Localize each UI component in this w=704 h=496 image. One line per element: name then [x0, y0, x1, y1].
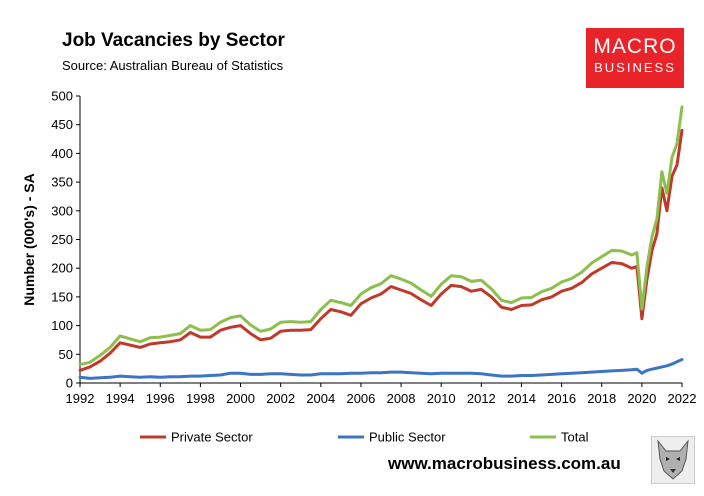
x-tick-label: 1992	[66, 391, 95, 406]
y-tick-label: 500	[51, 89, 73, 104]
y-tick-label: 150	[51, 289, 73, 304]
x-tick-label: 2002	[266, 391, 295, 406]
x-tick-label: 2012	[467, 391, 496, 406]
y-tick-label: 350	[51, 175, 73, 190]
x-tick-label: 2004	[306, 391, 335, 406]
y-axis-title: Number (000's) - SA	[21, 173, 37, 305]
y-tick-label: 200	[51, 261, 73, 276]
logo-line-2: BUSINESS	[594, 60, 676, 75]
series-line-public-sector	[78, 358, 684, 380]
y-tick-label: 300	[51, 203, 73, 218]
x-tick-label: 1998	[186, 391, 215, 406]
x-tick-label: 2000	[226, 391, 255, 406]
y-tick-label: 0	[66, 376, 73, 391]
x-tick-label: 2008	[387, 391, 416, 406]
y-tick-label: 450	[51, 117, 73, 132]
logo-line-1: MACRO	[593, 35, 677, 58]
x-tick-label: 2016	[547, 391, 576, 406]
x-tick-label: 2018	[587, 391, 616, 406]
x-tick-label: 2006	[346, 391, 375, 406]
y-tick-label: 250	[51, 232, 73, 247]
y-tick-label: 400	[51, 146, 73, 161]
chart-title: Job Vacancies by Sector	[62, 30, 285, 51]
x-tick-label: 2010	[427, 391, 456, 406]
x-tick-label: 2014	[507, 391, 536, 406]
x-tick-label: 2022	[668, 391, 697, 406]
series-line-total	[78, 105, 684, 367]
legend-label-private-sector: Private Sector	[171, 430, 253, 445]
chart-source: Source: Australian Bureau of Statistics	[62, 58, 284, 73]
footer-url[interactable]: www.macrobusiness.com.au	[388, 454, 621, 473]
legend-label-public-sector: Public Sector	[369, 430, 446, 445]
x-tick-label: 1994	[106, 391, 135, 406]
x-tick-label: 2020	[627, 391, 656, 406]
legend-label-total: Total	[561, 430, 589, 445]
y-tick-label: 50	[59, 347, 73, 362]
y-tick-label: 100	[51, 318, 73, 333]
macro-business-logo[interactable]: MACRO BUSINESS	[586, 28, 684, 88]
x-tick-label: 1996	[146, 391, 175, 406]
series-line-private-sector	[78, 128, 684, 372]
wolf-icon	[651, 436, 695, 484]
